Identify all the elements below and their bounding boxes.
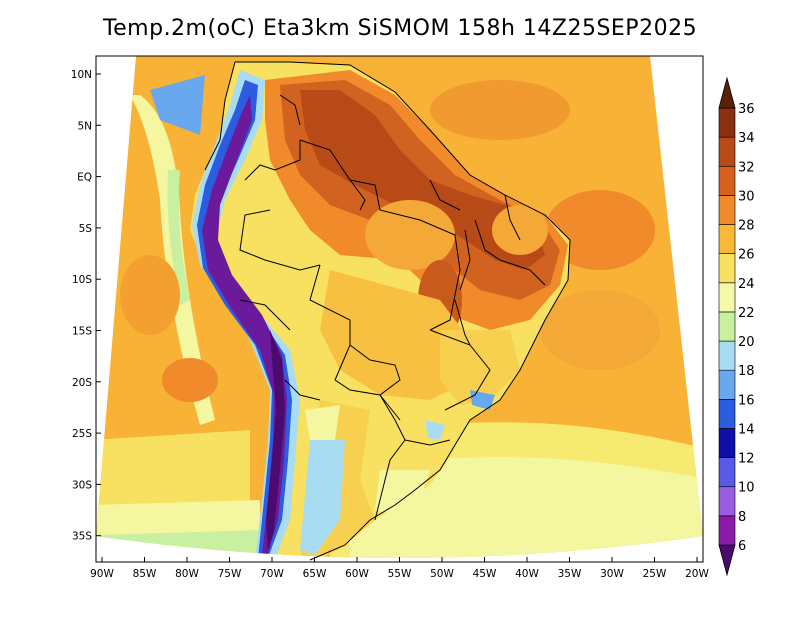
- colorbar-label: 6: [738, 539, 746, 554]
- lat-tick-label: 10S: [72, 274, 92, 286]
- colorbar-label: 18: [738, 364, 755, 379]
- lon-tick-label: 85W: [133, 568, 157, 580]
- lon-tick-label: 70W: [260, 568, 284, 580]
- lat-tick-label: 30S: [72, 479, 92, 491]
- colorbar-box: [718, 399, 736, 429]
- lat-tick-label: 25S: [72, 428, 92, 440]
- latitude-axis: 10N 5N EQ 5S 10S 15S 20S 25S 30S 35S: [71, 69, 101, 543]
- lon-tick-label: 30W: [600, 568, 624, 580]
- lon-tick-label: 35W: [558, 568, 582, 580]
- colorbar-min-triangle: [718, 544, 736, 577]
- colorbar-label: 36: [738, 102, 755, 117]
- colorbar-box: [718, 165, 736, 196]
- colorbar-label: 20: [738, 335, 755, 350]
- lon-tick-label: 40W: [515, 568, 539, 580]
- colorbar-label: 14: [738, 422, 755, 437]
- temperature-field: [96, 56, 703, 558]
- colorbar-box: [718, 457, 736, 488]
- colorbar-box: [718, 340, 736, 371]
- lon-tick-label: 20W: [685, 568, 709, 580]
- colorbar-label: 22: [738, 306, 755, 321]
- colorbar-box: [718, 311, 736, 342]
- colorbar-label: 26: [738, 248, 755, 263]
- colorbar-label: 10: [738, 481, 755, 496]
- lon-tick-label: 80W: [175, 568, 199, 580]
- colorbar-box: [718, 107, 736, 138]
- colorbar-box: [718, 282, 736, 313]
- colorbar-label: 34: [738, 131, 755, 146]
- colorbar-box: [718, 369, 736, 400]
- colorbar-box: [718, 195, 736, 225]
- lat-tick-label: 5N: [77, 120, 92, 132]
- colorbar-label: 28: [738, 219, 755, 234]
- lon-tick-label: 65W: [303, 568, 327, 580]
- country-borders: [204, 61, 571, 561]
- colorbar-label: 12: [738, 452, 755, 467]
- lon-tick-label: 60W: [345, 568, 369, 580]
- colorbar-box: [718, 486, 736, 517]
- lon-tick-label: 50W: [430, 568, 454, 580]
- colorbar: 6 8 10 12 14 16 18 20 22 24 26 28 30 32 34 36: [718, 76, 755, 577]
- colorbar-box: [718, 136, 736, 167]
- longitude-axis: 90W 85W 80W 75W 70W 65W 60W 55W 50W 45W 40W 35W 30W 2…: [90, 557, 709, 580]
- colorbar-label: 32: [738, 160, 755, 175]
- colorbar-box: [718, 224, 736, 254]
- colorbar-max-triangle: [718, 76, 736, 109]
- lon-tick-label: 45W: [473, 568, 497, 580]
- colorbar-label: 8: [738, 510, 746, 525]
- lat-tick-label: 20S: [72, 377, 92, 389]
- colorbar-box: [718, 253, 736, 284]
- map-title: Temp.2m(oC) Eta3km SiSMOM 158h 14Z25SEP2…: [102, 16, 698, 41]
- lat-tick-label: 15S: [72, 326, 92, 338]
- lat-tick-label: 10N: [71, 69, 92, 81]
- colorbar-box: [718, 515, 736, 546]
- colorbar-label: 30: [738, 189, 755, 204]
- lat-tick-label: EQ: [77, 172, 92, 184]
- lon-tick-label: 90W: [90, 568, 114, 580]
- colorbar-box: [718, 428, 736, 458]
- lon-tick-label: 25W: [643, 568, 667, 580]
- colorbar-label: 24: [738, 277, 755, 292]
- colorbar-label: 16: [738, 393, 755, 408]
- lat-tick-label: 35S: [72, 531, 92, 543]
- lon-tick-label: 75W: [218, 568, 242, 580]
- lon-tick-label: 55W: [388, 568, 412, 580]
- lat-tick-label: 5S: [79, 223, 93, 235]
